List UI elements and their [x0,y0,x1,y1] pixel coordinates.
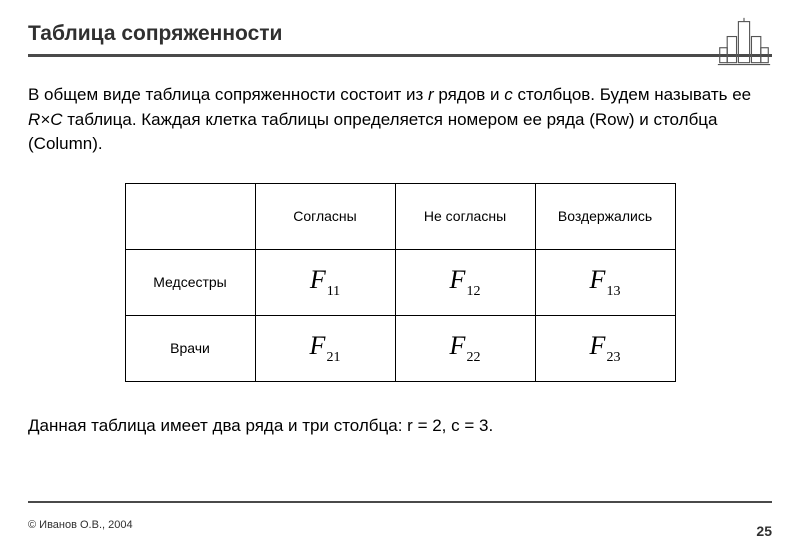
cell-sub: 23 [606,350,620,365]
table-header-row: Согласны Не согласны Воздержались [125,183,675,249]
cell-F: F [450,331,466,360]
cell: F11 [255,249,395,315]
contingency-table: Согласны Не согласны Воздержались Медсес… [125,183,676,382]
page-number: 25 [756,523,772,539]
cell-sub: 21 [326,350,340,365]
below-p1: Данная таблица имеет два ряда и три стол… [28,416,407,435]
footer-rule [28,501,772,503]
table-corner-empty [125,183,255,249]
cell-sub: 12 [466,284,480,299]
intro-rxc: R×C [28,110,62,129]
copyright: © Иванов О.В., 2004 [28,519,133,531]
below-eq1: = 2, [413,416,451,435]
cell: F13 [535,249,675,315]
cell-F: F [450,265,466,294]
title-rule [28,54,772,57]
cell-sub: 22 [466,350,480,365]
cell: F12 [395,249,535,315]
intro-p4: таблица. Каждая клетка таблицы определяе… [28,110,718,154]
intro-c: c [504,85,513,104]
cell-F: F [310,331,326,360]
table-row: Врачи F21 F22 F23 [125,315,675,381]
university-logo-icon [716,16,772,72]
cell: F23 [535,315,675,381]
contingency-table-wrap: Согласны Не согласны Воздержались Медсес… [28,183,772,382]
cell-sub: 11 [327,284,340,299]
intro-p2: рядов и [434,85,505,104]
row-label: Медсестры [125,249,255,315]
cell: F21 [255,315,395,381]
cell-F: F [590,265,606,294]
table-row: Медсестры F11 F12 F13 [125,249,675,315]
cell: F22 [395,315,535,381]
cell-F: F [310,265,326,294]
below-eq2: = 3. [460,416,494,435]
slide-title: Таблица сопряженности [28,22,772,46]
intro-text: В общем виде таблица сопряженности состо… [28,83,772,157]
cell-sub: 13 [606,284,620,299]
cell-F: F [590,331,606,360]
intro-p1: В общем виде таблица сопряженности состо… [28,85,428,104]
col-header: Воздержались [535,183,675,249]
row-label: Врачи [125,315,255,381]
below-text: Данная таблица имеет два ряда и три стол… [28,416,772,436]
below-c: c [451,416,460,435]
col-header: Согласны [255,183,395,249]
col-header: Не согласны [395,183,535,249]
intro-p3: столбцов. Будем называть ее [513,85,751,104]
